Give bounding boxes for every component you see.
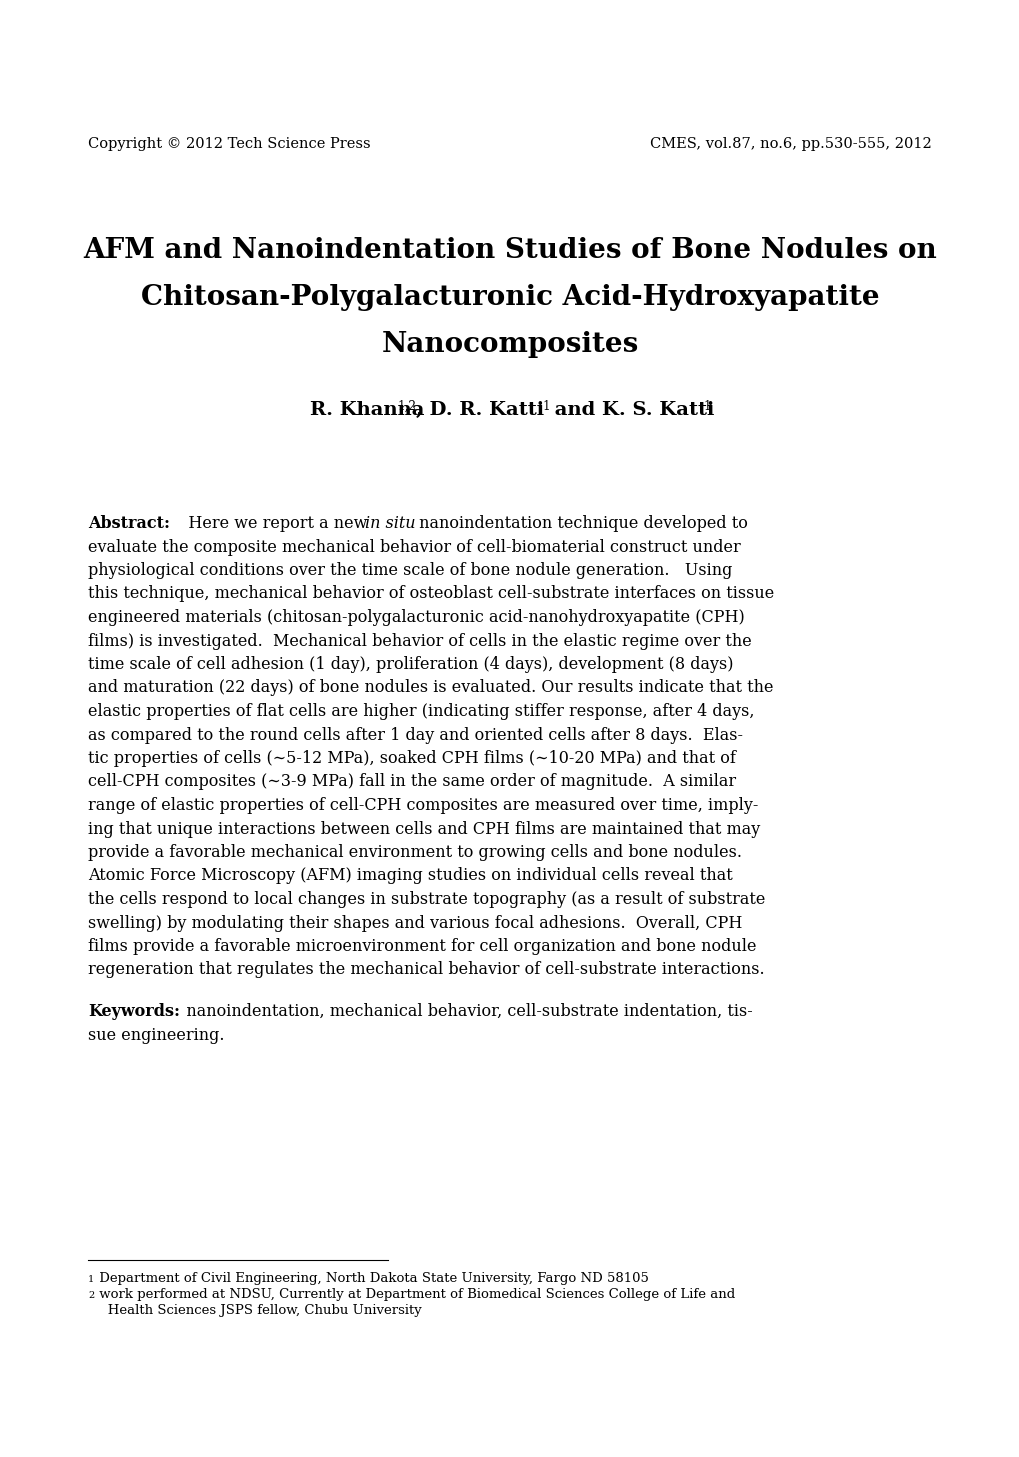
Text: the cells respond to local changes in substrate topography (as a result of subst: the cells respond to local changes in su… [88,892,764,908]
Text: Copyright © 2012 Tech Science Press: Copyright © 2012 Tech Science Press [88,137,370,152]
Text: nanoindentation, mechanical behavior, cell-substrate indentation, tis-: nanoindentation, mechanical behavior, ce… [171,1002,752,1020]
Text: engineered materials (chitosan-polygalacturonic acid-nanohydroxyapatite (CPH): engineered materials (chitosan-polygalac… [88,609,744,627]
Text: 2: 2 [88,1291,94,1300]
Text: cell-CPH composites (∼3-9 MPa) fall in the same order of magnitude.  A similar: cell-CPH composites (∼3-9 MPa) fall in t… [88,774,736,791]
Text: time scale of cell adhesion (1 day), proliferation (4 days), development (8 days: time scale of cell adhesion (1 day), pro… [88,656,733,673]
Text: Atomic Force Microscopy (AFM) imaging studies on individual cells reveal that: Atomic Force Microscopy (AFM) imaging st… [88,867,732,884]
Text: , D. R. Katti: , D. R. Katti [416,401,543,420]
Text: this technique, mechanical behavior of osteoblast cell-substrate interfaces on t: this technique, mechanical behavior of o… [88,586,773,603]
Text: Health Sciences JSPS fellow, Chubu University: Health Sciences JSPS fellow, Chubu Unive… [95,1304,421,1317]
Text: films) is investigated.  Mechanical behavior of cells in the elastic regime over: films) is investigated. Mechanical behav… [88,632,751,650]
Text: swelling) by modulating their shapes and various focal adhesions.  Overall, CPH: swelling) by modulating their shapes and… [88,915,742,931]
Text: CMES, vol.87, no.6, pp.530-555, 2012: CMES, vol.87, no.6, pp.530-555, 2012 [650,137,931,152]
Text: nanoindentation technique developed to: nanoindentation technique developed to [414,514,748,532]
Text: and maturation (22 days) of bone nodules is evaluated. Our results indicate that: and maturation (22 days) of bone nodules… [88,679,772,696]
Text: Here we report a new: Here we report a new [173,514,373,532]
Text: AFM and Nanoindentation Studies of Bone Nodules on: AFM and Nanoindentation Studies of Bone … [83,237,936,264]
Text: 1: 1 [703,399,710,412]
Text: sue engineering.: sue engineering. [88,1027,224,1043]
Text: 1: 1 [542,399,549,412]
Text: tic properties of cells (∼5-12 MPa), soaked CPH films (∼10-20 MPa) and that of: tic properties of cells (∼5-12 MPa), soa… [88,750,735,766]
Text: 1,2: 1,2 [397,399,417,412]
Text: evaluate the composite mechanical behavior of cell-biomaterial construct under: evaluate the composite mechanical behavi… [88,539,740,555]
Text: films provide a favorable microenvironment for cell organization and bone nodule: films provide a favorable microenvironme… [88,938,756,954]
Text: Chitosan-Polygalacturonic Acid-Hydroxyapatite: Chitosan-Polygalacturonic Acid-Hydroxyap… [141,284,878,310]
Text: elastic properties of flat cells are higher (indicating stiffer response, after : elastic properties of flat cells are hig… [88,702,754,720]
Text: Abstract:: Abstract: [88,514,170,532]
Text: R. Khanna: R. Khanna [310,401,424,420]
Text: physiological conditions over the time scale of bone nodule generation.   Using: physiological conditions over the time s… [88,562,732,578]
Text: in situ: in situ [365,514,415,532]
Text: Nanocomposites: Nanocomposites [381,331,638,358]
Text: and K. S. Katti: and K. S. Katti [547,401,714,420]
Text: range of elastic properties of cell-CPH composites are measured over time, imply: range of elastic properties of cell-CPH … [88,797,758,814]
Text: ing that unique interactions between cells and CPH films are maintained that may: ing that unique interactions between cel… [88,820,759,838]
Text: 1: 1 [88,1275,95,1284]
Text: provide a favorable mechanical environment to growing cells and bone nodules.: provide a favorable mechanical environme… [88,844,741,861]
Text: Keywords:: Keywords: [88,1002,179,1020]
Text: Department of Civil Engineering, North Dakota State University, Fargo ND 58105: Department of Civil Engineering, North D… [95,1272,648,1285]
Text: regeneration that regulates the mechanical behavior of cell-substrate interactio: regeneration that regulates the mechanic… [88,962,764,979]
Text: work performed at NDSU, Currently at Department of Biomedical Sciences College o: work performed at NDSU, Currently at Dep… [95,1288,735,1301]
Text: as compared to the round cells after 1 day and oriented cells after 8 days.  Ela: as compared to the round cells after 1 d… [88,727,742,743]
